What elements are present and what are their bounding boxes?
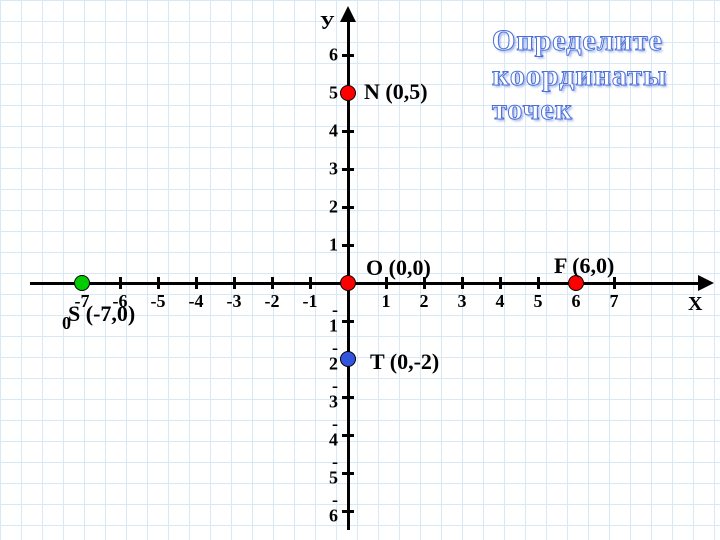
y-tick-label: 2	[329, 197, 338, 218]
point-o	[340, 275, 356, 291]
x-tick-label: -1	[303, 291, 318, 312]
point-coords: (0,5)	[385, 79, 427, 104]
x-tick-label: 1	[382, 291, 391, 312]
point-letter: O	[366, 255, 389, 280]
x-tick	[119, 277, 122, 289]
point-coords: (0,-2)	[390, 349, 439, 374]
y-tick-label: -6	[329, 496, 338, 527]
x-tick-label: 4	[496, 291, 505, 312]
point-letter: N	[364, 79, 385, 104]
point-n	[340, 85, 356, 101]
point-s	[74, 275, 90, 291]
x-tick-label: 6	[572, 291, 581, 312]
y-tick	[342, 130, 354, 133]
x-tick-label: 2	[420, 291, 429, 312]
x-axis	[30, 282, 700, 285]
point-t	[340, 351, 356, 367]
x-tick-label: 5	[534, 291, 543, 312]
x-axis-arrow	[698, 275, 714, 291]
y-tick	[342, 472, 354, 475]
y-axis-label: У	[320, 12, 335, 35]
y-tick-label: -3	[329, 382, 338, 413]
y-tick-label: 4	[329, 121, 338, 142]
slide-title: Определитекоординатыточек	[492, 24, 667, 128]
point-letter: T	[370, 349, 390, 374]
point-label-t: T (0,-2)	[370, 349, 439, 375]
x-tick	[537, 277, 540, 289]
y-tick	[342, 244, 354, 247]
y-tick	[342, 54, 354, 57]
title-line: координаты	[492, 59, 667, 94]
y-tick-label: 3	[329, 159, 338, 180]
y-tick-label: -4	[329, 420, 338, 451]
y-tick-label: 5	[329, 83, 338, 104]
y-tick	[342, 434, 354, 437]
x-tick-label: -4	[189, 291, 204, 312]
x-tick	[499, 277, 502, 289]
x-tick-label: -5	[151, 291, 166, 312]
y-tick-label: 6	[329, 45, 338, 66]
point-label-f: F (6,0)	[554, 253, 614, 279]
y-tick-label: -5	[329, 458, 338, 489]
y-tick	[342, 396, 354, 399]
point-label-o: O (0,0)	[366, 255, 431, 281]
y-tick	[342, 320, 354, 323]
x-tick-label: 3	[458, 291, 467, 312]
x-tick	[233, 277, 236, 289]
point-coords: (6,0)	[572, 253, 614, 278]
y-tick-label: -1	[329, 306, 338, 337]
stray-zero-label: 0	[62, 313, 71, 334]
y-tick	[342, 168, 354, 171]
title-line: Определите	[492, 24, 667, 59]
point-label-s: S (-7,0)	[68, 301, 135, 327]
x-axis-label: Х	[688, 293, 702, 316]
y-tick-label: -2	[329, 344, 338, 375]
point-label-n: N (0,5)	[364, 79, 428, 105]
x-tick	[195, 277, 198, 289]
x-tick	[461, 277, 464, 289]
x-tick-label: 7	[610, 291, 619, 312]
point-letter: F	[554, 253, 572, 278]
title-line: точек	[492, 93, 667, 128]
y-tick	[342, 510, 354, 513]
point-coords: (0,0)	[389, 255, 431, 280]
y-tick	[342, 206, 354, 209]
point-coords: (-7,0)	[86, 301, 135, 326]
x-tick-label: -2	[265, 291, 280, 312]
y-tick-label: 1	[329, 235, 338, 256]
x-tick-label: -3	[227, 291, 242, 312]
x-tick	[157, 277, 160, 289]
x-tick	[309, 277, 312, 289]
y-axis-arrow	[340, 6, 356, 22]
x-tick	[271, 277, 274, 289]
